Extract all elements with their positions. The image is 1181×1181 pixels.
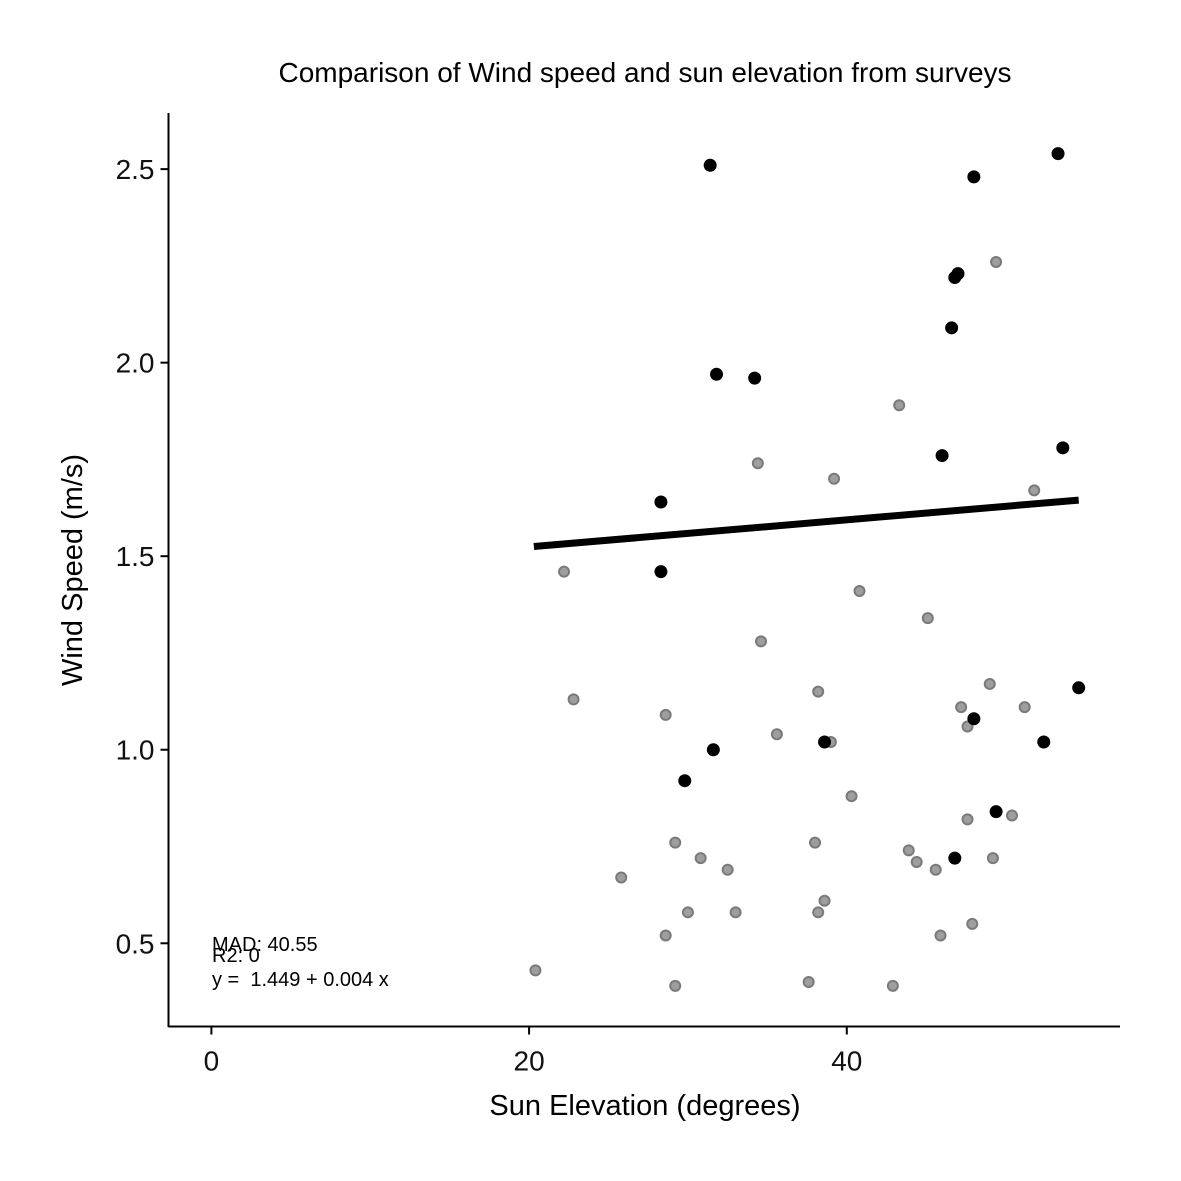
grey-data-point — [828, 472, 841, 485]
grey-data-point — [961, 813, 974, 826]
black-data-point — [948, 851, 962, 865]
grey-data-point — [893, 399, 906, 412]
grey-data-point — [934, 929, 947, 942]
x-tick-label: 20 — [514, 1046, 545, 1077]
black-data-point — [748, 371, 762, 385]
grey-data-point — [669, 979, 682, 992]
black-data-point — [967, 712, 981, 726]
grey-data-point — [966, 917, 979, 930]
grey-data-point — [1018, 701, 1031, 714]
grey-data-point — [721, 863, 734, 876]
grey-data-point — [921, 612, 934, 625]
grey-data-point — [910, 855, 923, 868]
black-data-point — [1051, 147, 1065, 161]
grey-data-point — [812, 685, 825, 698]
grey-data-point — [729, 906, 742, 919]
grey-data-point — [929, 863, 942, 876]
grey-data-point — [853, 585, 866, 598]
black-data-point — [1072, 681, 1086, 695]
grey-data-point — [1005, 809, 1018, 822]
data-points — [529, 147, 1086, 992]
grey-data-point — [751, 457, 764, 470]
grey-data-point — [558, 565, 571, 578]
black-data-point — [1056, 441, 1070, 455]
equation-annotation: y = 1.449 + 0.004 x — [212, 969, 389, 991]
x-tick-label: 40 — [831, 1046, 862, 1077]
y-tick-label: 1.0 — [116, 735, 155, 766]
y-tick-label: 2.5 — [116, 154, 155, 185]
black-data-point — [706, 743, 720, 757]
grey-data-point — [818, 894, 831, 907]
x-tick-label: 0 — [204, 1046, 220, 1077]
black-data-point — [989, 805, 1003, 819]
x-axis-label: Sun Elevation (degrees) — [489, 1090, 800, 1122]
black-data-point — [945, 321, 959, 335]
black-data-point — [654, 495, 668, 509]
black-data-point — [818, 735, 832, 749]
grey-data-point — [694, 852, 707, 865]
y-axis-ticks: 0.5 1.0 1.5 2.0 2.5 — [116, 154, 169, 959]
grey-data-point — [802, 975, 815, 988]
grey-data-point — [845, 790, 858, 803]
grey-data-point — [615, 871, 628, 884]
grey-data-point — [770, 728, 783, 741]
black-data-point — [1037, 735, 1051, 749]
grey-data-point — [529, 964, 542, 977]
grey-data-point — [681, 906, 694, 919]
black-data-point — [703, 158, 717, 172]
black-data-point — [678, 774, 692, 788]
mad-annotation: MAD: 40.55 — [212, 934, 318, 956]
grey-data-point — [755, 635, 768, 648]
black-data-point — [935, 449, 949, 463]
y-axis-label: Wind Speed (m/s) — [57, 454, 89, 686]
grey-data-point — [955, 701, 968, 714]
grey-data-point — [990, 256, 1003, 269]
r2-annotation: R2: 0 — [212, 945, 260, 967]
grey-data-point — [659, 708, 672, 721]
black-data-point — [654, 565, 668, 579]
grey-data-point — [986, 852, 999, 865]
grey-data-point — [961, 720, 974, 733]
grey-data-point — [902, 844, 915, 857]
grey-data-point — [809, 836, 822, 849]
black-data-point — [967, 170, 981, 184]
y-tick-label: 1.5 — [116, 541, 155, 572]
y-tick-label: 0.5 — [116, 928, 155, 959]
black-data-point — [951, 267, 965, 281]
grey-data-point — [669, 836, 682, 849]
grey-data-point — [659, 929, 672, 942]
y-tick-label: 2.0 — [116, 348, 155, 379]
grey-data-point — [886, 979, 899, 992]
chart-title: Comparison of Wind speed and sun elevati… — [278, 57, 1011, 88]
grey-data-point — [567, 693, 580, 706]
grey-data-point — [983, 677, 996, 690]
grey-data-point — [1028, 484, 1041, 497]
regression-line — [533, 496, 1079, 551]
grey-data-point — [812, 906, 825, 919]
x-axis-ticks: 0 20 40 — [204, 1026, 862, 1077]
black-data-point — [710, 367, 724, 381]
